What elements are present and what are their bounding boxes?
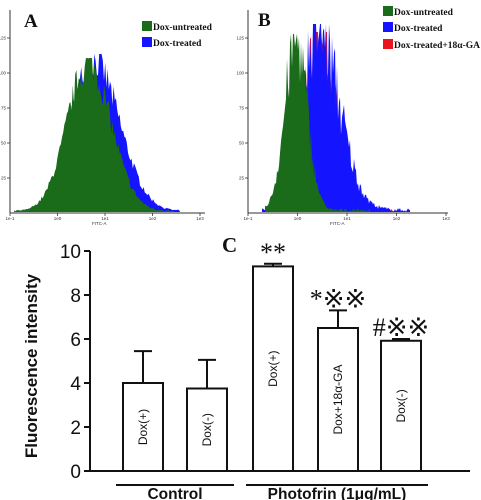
panel-a-x-label: FITC-A — [92, 221, 107, 226]
panel-a-legend: Dox-untreated Dox-treated — [142, 21, 213, 49]
y-tick-label: 0 — [70, 462, 81, 483]
bar-label: Dox(+) — [136, 409, 150, 445]
y-axis-ticks: 0 2 4 6 8 10 — [60, 242, 90, 483]
b-x-tick-label: 1e-1 — [243, 216, 253, 221]
a-y-tick-label: 75 — [1, 106, 7, 111]
panel-b-legend-treated: Dox-treated — [394, 24, 443, 34]
panel-a-x-ticks: 1e-1 1e0 1e1 1e2 1e3 — [5, 213, 204, 221]
b-x-tick-label: 1e2 — [393, 216, 401, 221]
histogram-panel-a: A 125 100 75 50 25 1e-1 1e0 1e1 1e2 1e3 FITC-A D… — [0, 10, 213, 226]
group-labels: Control Photofrin (1μg/mL) — [116, 484, 428, 500]
bar-label: Dox(-) — [200, 413, 214, 446]
significance-marker: *※※ — [310, 284, 367, 313]
panel-a-legend-swatch-untreated — [142, 21, 152, 31]
b-x-tick-label: 1e0 — [294, 216, 302, 221]
panel-a-dox-untreated-histogram — [14, 58, 175, 212]
bars: Dox(+) Dox(-) Dox(+) ** Dox+18α-GA *※※ Dox(-) #… — [122, 238, 430, 473]
group-label: Control — [147, 486, 202, 500]
bar — [252, 265, 294, 472]
b-y-tick-label: 50 — [239, 141, 245, 146]
significance-marker: #※※ — [373, 313, 430, 342]
b-x-tick-label: 1e3 — [442, 216, 450, 221]
panel-b-x-label: FITC-A — [330, 221, 345, 226]
panel-b-y-ticks: 125 100 75 50 25 — [236, 36, 248, 181]
a-x-tick-label: 1e3 — [196, 216, 204, 221]
bar-label: Dox(+) — [266, 351, 280, 387]
a-y-tick-label: 125 — [0, 36, 6, 41]
panel-b-x-ticks: 1e-1 1e0 1e1 1e2 1e3 — [243, 213, 450, 221]
panel-b-legend-swatch-untreated — [383, 6, 393, 16]
panel-b-legend-swatch-treated — [383, 22, 393, 32]
y-tick-label: 2 — [70, 418, 81, 439]
a-y-tick-label: 50 — [1, 141, 7, 146]
group-label: Photofrin (1μg/mL) — [268, 486, 407, 500]
panel-b-legend-18aga: Dox-treated+18α-GA — [394, 41, 480, 51]
panel-b-letter: B — [258, 10, 271, 31]
b-y-tick-label: 75 — [239, 106, 245, 111]
panel-a-legend-untreated: Dox-untreated — [153, 23, 213, 33]
b-y-tick-label: 25 — [239, 176, 245, 181]
b-x-tick-label: 1e1 — [343, 216, 351, 221]
significance-marker: ** — [260, 238, 286, 267]
panel-a-y-ticks: 125 100 75 50 25 — [0, 36, 10, 181]
y-tick-label: 6 — [70, 330, 81, 351]
a-y-tick-label: 100 — [0, 71, 6, 76]
bar-label: Dox(-) — [394, 389, 408, 422]
bar — [186, 387, 228, 472]
panel-a-legend-swatch-treated — [142, 37, 152, 47]
a-x-tick-label: 1e2 — [149, 216, 157, 221]
y-tick-label: 10 — [60, 242, 81, 263]
panel-b-legend-untreated: Dox-untreated — [394, 8, 454, 18]
a-x-tick-label: 1e0 — [54, 216, 62, 221]
panel-a-legend-treated: Dox-treated — [153, 39, 202, 49]
panel-a-letter: A — [24, 11, 38, 32]
histogram-panel-b: B 125 100 75 50 25 1e-1 1e0 1e1 1e2 1e3 FITC-A D… — [236, 6, 480, 226]
b-y-tick-label: 125 — [236, 36, 244, 41]
bar — [122, 382, 164, 472]
b-y-tick-label: 100 — [236, 71, 244, 76]
bar — [380, 339, 422, 473]
panel-b-legend: Dox-untreated Dox-treated Dox-treated+18… — [383, 6, 480, 51]
panel-c-letter: C — [222, 233, 237, 257]
panel-b-dox-untreated-histogram — [265, 34, 370, 212]
y-tick-label: 8 — [70, 286, 81, 307]
bar-label: Dox+18α-GA — [331, 365, 345, 435]
y-axis-label: Fluorescence intensity — [22, 273, 41, 458]
a-y-tick-label: 25 — [1, 176, 7, 181]
bar — [317, 327, 359, 472]
a-x-tick-label: 1e-1 — [5, 216, 15, 221]
a-x-tick-label: 1e1 — [101, 216, 109, 221]
y-tick-label: 4 — [70, 374, 81, 395]
panel-b-legend-swatch-18aga — [383, 39, 393, 49]
